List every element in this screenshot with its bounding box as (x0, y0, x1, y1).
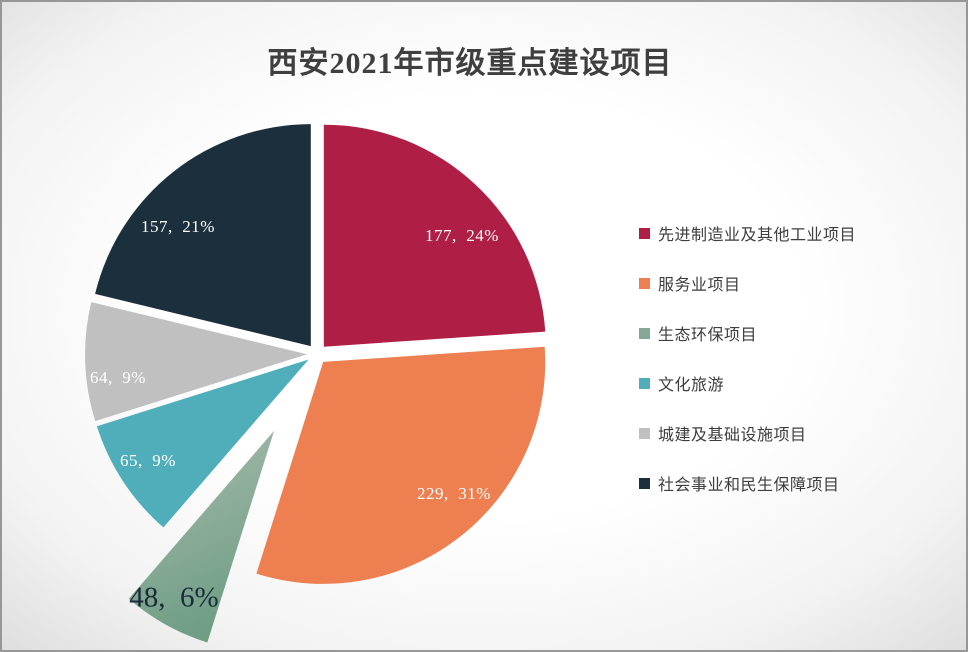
pie-slice-4 (96, 359, 309, 528)
slice-label-4: 65, 9% (120, 451, 176, 470)
slice-label-3: 48, 6% (129, 581, 219, 614)
legend-item-2: 服务业项目 (639, 258, 959, 308)
slice-label-1: 177, 24% (425, 226, 499, 245)
legend-item-3: 生态环保项目 (639, 308, 959, 358)
slice-label-5: 64, 9% (90, 368, 146, 387)
legend-swatch-3 (639, 327, 650, 339)
pie-slice-1 (323, 124, 546, 347)
legend-swatch-5 (639, 427, 650, 439)
legend-swatch-4 (639, 377, 650, 389)
legend-label-2: 服务业项目 (658, 277, 741, 294)
legend-label-3: 生态环保项目 (658, 327, 758, 344)
legend-item-1: 先进制造业及其他工业项目 (639, 208, 959, 258)
pie-slice-2 (256, 346, 546, 584)
legend-item-5: 城建及基础设施项目 (639, 408, 959, 458)
pie-slice-3 (128, 430, 275, 643)
slice-label-6: 157, 21% (141, 217, 215, 236)
legend-label-4: 文化旅游 (658, 377, 725, 394)
legend-item-6: 社会事业和民生保障项目 (639, 458, 959, 508)
legend-label-1: 先进制造业及其他工业项目 (658, 227, 857, 244)
legend-swatch-2 (639, 277, 650, 289)
slice-label-2: 229, 31% (417, 484, 491, 503)
legend-label-6: 社会事业和民生保障项目 (658, 477, 840, 494)
legend-label-5: 城建及基础设施项目 (658, 427, 807, 444)
chart-title: 西安2021年市级重点建设项目 (267, 47, 673, 80)
legend-swatch-6 (639, 477, 650, 489)
pie-slice-5 (85, 302, 307, 422)
legend-swatch-1 (639, 227, 650, 239)
legend: 先进制造业及其他工业项目 服务业项目 生态环保项目 文化旅游 城建及基础设施项目… (639, 208, 959, 508)
pie-slice-6 (95, 124, 311, 347)
legend-item-4: 文化旅游 (639, 358, 959, 408)
